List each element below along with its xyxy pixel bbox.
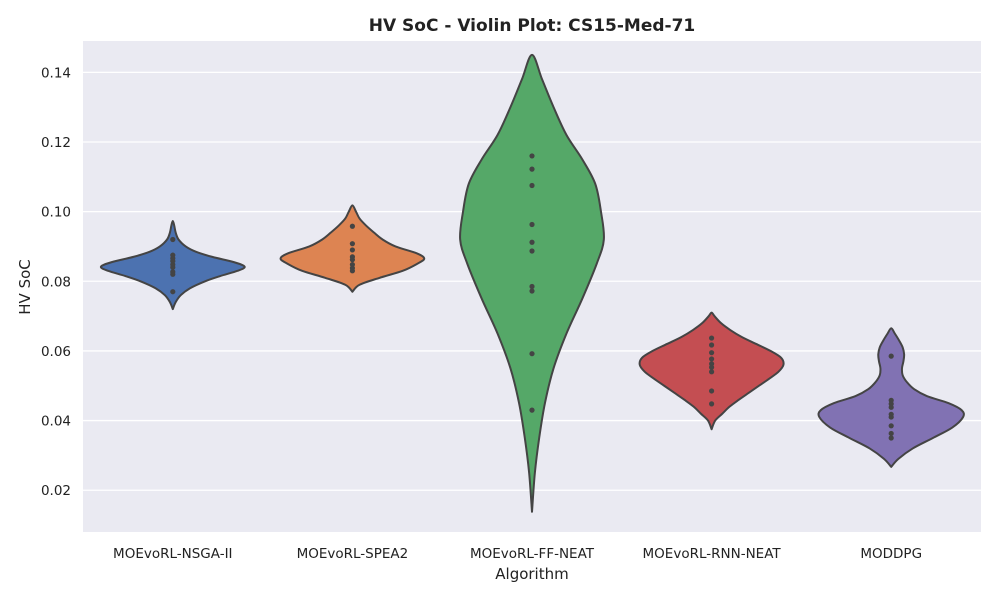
data-point [709,350,715,356]
data-point [888,423,894,429]
violin-body [459,53,605,513]
data-point [709,356,715,362]
data-point [888,353,894,359]
data-point [709,342,715,348]
violins [99,53,965,513]
x-tick-label: MOEvoRL-NSGA-II [113,546,233,562]
data-point [529,351,535,357]
data-point [349,223,355,229]
x-axis-label: Algorithm [495,565,568,583]
x-tick-label: MODDPG [860,546,922,562]
x-tick-label: MOEvoRL-RNN-NEAT [643,546,782,562]
data-point [709,388,715,394]
data-point [888,397,894,403]
y-tick-label: 0.14 [41,65,71,81]
data-point [170,252,176,258]
data-point [529,166,535,172]
data-point [349,241,355,247]
data-point [529,221,535,228]
data-point [170,269,176,275]
x-tick-label: MOEvoRL-SPEA2 [297,546,409,562]
data-point [888,435,894,441]
data-point [170,236,176,243]
data-point [529,283,535,290]
y-tick-label: 0.02 [41,483,71,499]
data-point [709,369,715,375]
y-axis-ticks: 0.02 0.04 0.06 0.08 0.10 0.12 0.14 [41,65,71,499]
data-point [529,239,535,245]
chart-title: HV SoC - Violin Plot: CS15-Med-71 [369,16,696,36]
data-point [529,153,535,159]
data-point [170,289,176,295]
data-point [709,401,715,407]
data-point [529,407,535,413]
data-point [349,254,355,260]
y-tick-label: 0.10 [41,205,71,221]
x-tick-label: MOEvoRL-FF-NEAT [470,546,595,562]
y-tick-label: 0.04 [41,414,71,430]
data-point [349,261,355,268]
data-point [529,288,535,294]
data-point [529,248,535,254]
violin-body [817,327,965,468]
y-tick-label: 0.06 [41,344,71,360]
data-point [349,247,355,253]
y-tick-label: 0.08 [41,274,71,290]
x-axis-ticks: MOEvoRL-NSGA-II MOEvoRL-SPEA2 MOEvoRL-FF-N… [113,546,922,562]
data-point [709,361,715,367]
data-point [888,411,894,417]
data-point [529,182,535,189]
data-point [888,430,894,437]
y-axis-label: HV SoC [16,259,34,314]
y-tick-label: 0.12 [41,135,71,151]
data-point [709,335,715,341]
